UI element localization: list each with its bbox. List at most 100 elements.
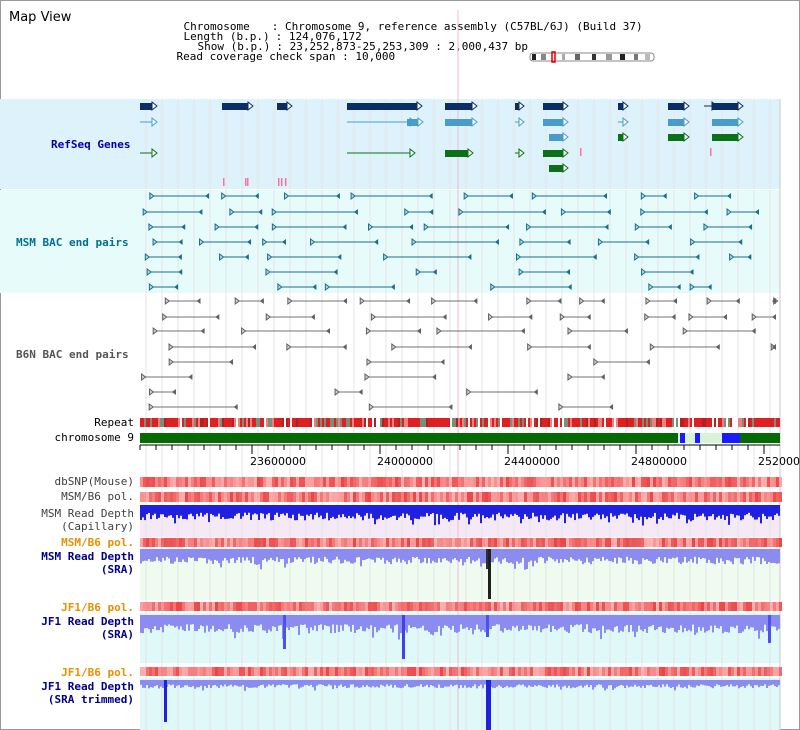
jf1-depth-sra-label-1[interactable]: JF1 Read Depth <box>41 615 134 628</box>
jf1-depth-trim-label-1[interactable]: JF1 Read Depth <box>41 680 134 693</box>
depth-bar <box>618 505 620 516</box>
msm-b6-pol-label-2[interactable]: MSM/B6 pol. <box>61 536 134 549</box>
depth-bar <box>682 680 684 688</box>
polymorphism-cell <box>428 492 431 502</box>
depth-spike <box>402 615 405 659</box>
depth-bar <box>714 505 716 520</box>
depth-bar <box>760 615 762 631</box>
repeat-segment <box>158 418 160 427</box>
depth-bar <box>636 615 638 632</box>
bac-end <box>368 223 374 231</box>
depth-bar <box>364 680 366 687</box>
polymorphism-cell <box>410 538 413 547</box>
depth-bar <box>340 549 342 564</box>
depth-bar <box>722 505 724 515</box>
polymorphism-cell <box>524 602 527 611</box>
msm-depth-capillary-label-1[interactable]: MSM Read Depth <box>41 507 134 520</box>
bac-end <box>431 297 437 305</box>
jf1-depth-sra-label-2[interactable]: (SRA) <box>100 628 134 641</box>
dbsnp-label[interactable]: dbSNP(Mouse) <box>54 475 134 488</box>
repeat-segment <box>164 418 166 427</box>
depth-bar <box>664 549 666 558</box>
polymorphism-cell <box>602 667 605 676</box>
polymorphism-cell <box>641 667 644 676</box>
depth-bar <box>752 615 754 628</box>
depth-bar <box>506 680 508 686</box>
msm-depth-capillary-label-2[interactable]: (Capillary) <box>61 520 134 533</box>
depth-bar <box>678 505 680 519</box>
depth-bar <box>758 505 760 518</box>
msm-b6-pol-label[interactable]: MSM/B6 pol. <box>61 490 134 503</box>
depth-bar <box>346 615 348 625</box>
depth-bar <box>596 680 598 686</box>
polymorphism-cell <box>683 492 686 502</box>
depth-bar <box>322 615 324 630</box>
polymorphism-cell <box>434 602 437 611</box>
polymorphism-cell <box>215 538 218 547</box>
bac-end <box>467 344 472 350</box>
bac-end <box>353 209 358 215</box>
bac-end <box>286 343 292 351</box>
polymorphism-cell <box>239 602 242 611</box>
ideogram-band <box>634 54 638 60</box>
depth-bar <box>182 505 184 520</box>
depth-bar <box>568 615 570 634</box>
jf1-b6-pol-label[interactable]: JF1/B6 pol. <box>61 601 134 614</box>
repeat-segment <box>236 418 238 427</box>
depth-bar <box>164 549 166 561</box>
jf1-depth-trim-label-2[interactable]: (SRA trimmed) <box>47 693 134 706</box>
depth-bar <box>260 549 262 570</box>
polymorphism-cell <box>536 477 539 487</box>
depth-bar <box>206 505 208 514</box>
depth-bar <box>404 549 406 562</box>
polymorphism-cell <box>614 477 617 487</box>
msm-bac-label[interactable]: MSM BAC end pairs <box>16 236 129 249</box>
polymorphism-cell <box>179 492 182 502</box>
info-coverage: Read coverage check span : 10,000 <box>150 42 396 72</box>
polymorphism-cell <box>152 492 155 502</box>
msm-depth-sra-label-1[interactable]: MSM Read Depth <box>41 550 134 563</box>
msm-depth-sra-label-2[interactable]: (SRA) <box>100 563 134 576</box>
polymorphism-cell <box>614 538 617 547</box>
repeat-segment <box>306 418 308 427</box>
polymorphism-cell <box>374 538 377 547</box>
polymorphism-cell <box>335 602 338 611</box>
depth-bar <box>638 680 640 687</box>
polymorphism-cell <box>770 667 773 676</box>
depth-bar <box>704 549 706 559</box>
depth-bar <box>754 549 756 561</box>
polymorphism-cell <box>470 492 473 502</box>
polymorphism-cell <box>167 667 170 676</box>
polymorphism-cell <box>728 477 731 487</box>
depth-bar <box>254 505 256 514</box>
repeat-segment <box>580 418 582 427</box>
polymorphism-cell <box>743 477 746 487</box>
repeat-segment <box>168 418 170 427</box>
depth-bar <box>540 549 542 557</box>
repeat-segment <box>768 418 770 427</box>
gene-arrow <box>518 116 525 128</box>
polymorphism-cell <box>371 492 374 502</box>
depth-bar <box>396 549 398 563</box>
gene-exon <box>515 103 519 110</box>
depth-bar <box>696 680 698 686</box>
polymorphism-cell <box>434 477 437 487</box>
repeat-segment <box>330 418 332 427</box>
depth-bar <box>264 505 266 519</box>
polymorphism-cell <box>533 602 536 611</box>
depth-bar <box>216 549 218 561</box>
gene-exon <box>222 103 248 110</box>
depth-bar <box>776 549 778 564</box>
depth-bar <box>182 615 184 630</box>
polymorphism-cell <box>227 492 230 502</box>
depth-bar <box>236 615 238 632</box>
repeat-segment <box>258 418 260 427</box>
b6n-bac-label[interactable]: B6N BAC end pairs <box>16 348 129 361</box>
polymorphism-cell <box>704 602 707 611</box>
jf1-b6-pol-label-2[interactable]: JF1/B6 pol. <box>61 666 134 679</box>
depth-bar <box>394 505 396 516</box>
refseq-genes-label[interactable]: RefSeq Genes <box>51 138 131 151</box>
polymorphism-cell <box>425 538 428 547</box>
bac-end <box>196 298 201 304</box>
